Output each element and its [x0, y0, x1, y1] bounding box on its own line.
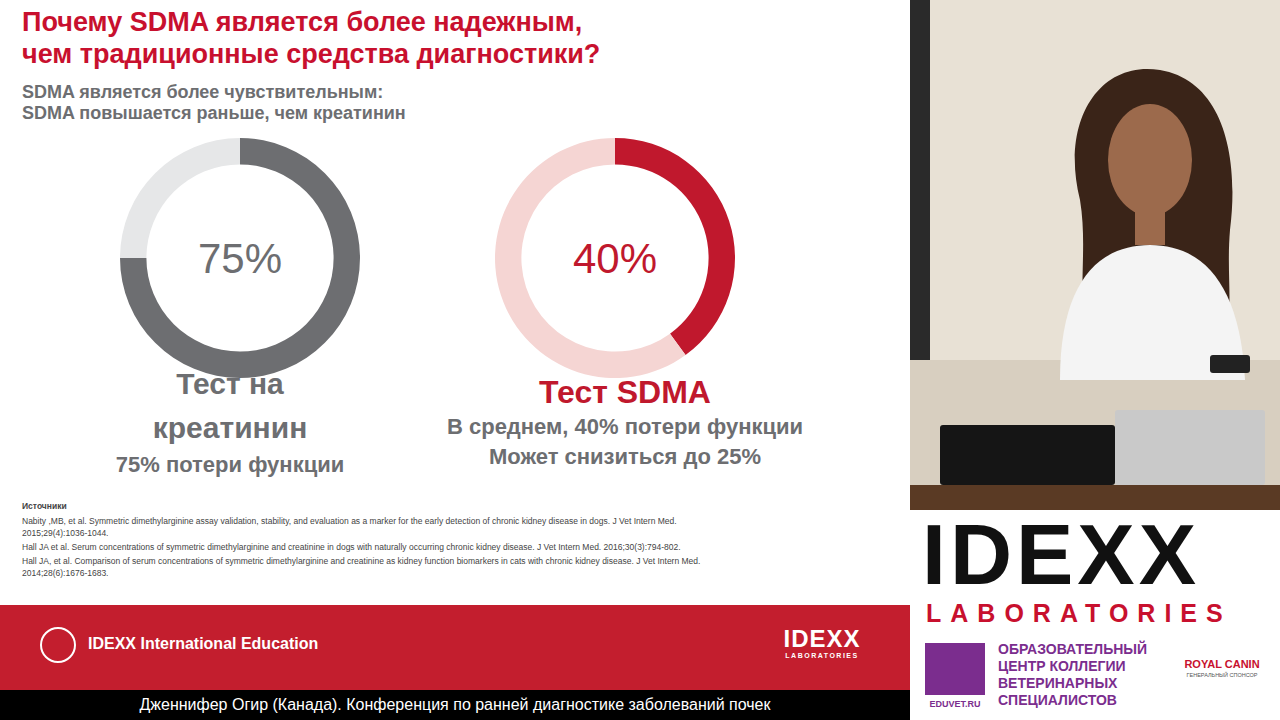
html-text:Тест на креатинин: Тест на креатинин	[152, 367, 308, 444]
html-text:ЦЕНТР КОЛЛЕГИИ: ЦЕНТР КОЛЛЕГИИ	[998, 658, 1126, 674]
html-text:Источники: Источники	[22, 501, 67, 511]
svg-text:75%: 75%	[198, 235, 282, 282]
html-text:Hall JA et al. Serum concentra: Hall JA et al. Serum concentrations of s…	[22, 542, 681, 552]
html-text:В среднем, 40% потери функции: В среднем, 40% потери функции	[447, 414, 803, 439]
html-text:СПЕЦИАЛИСТОВ: СПЕЦИАЛИСТОВ	[998, 692, 1117, 708]
html-text:Дженнифер Огир (Канада). Конфе: Дженнифер Огир (Канада). Конференция по …	[139, 696, 771, 713]
html-text:LABORATORIES: LABORATORIES	[926, 599, 1232, 627]
html-text:ВЕТЕРИНАРНЫХ: ВЕТЕРИНАРНЫХ	[998, 675, 1118, 691]
html-text:IDEXX: IDEXX	[783, 625, 861, 652]
html-text:IDEXX: IDEXX	[922, 506, 1201, 602]
svg-text:40%: 40%	[573, 235, 657, 282]
html-text:ГЕНЕРАЛЬНЫЙ СПОНСОР: ГЕНЕРАЛЬНЫЙ СПОНСОР	[1186, 672, 1258, 678]
html-text:SDMA повышается раньше, чем кр: SDMA повышается раньше, чем креатинин	[22, 103, 406, 123]
html-text:75% потери функции: 75% потери функции	[115, 452, 345, 477]
html-text:Nabity ,MB, et al. Symmetric d: Nabity ,MB, et al. Symmetric dimethylarg…	[22, 516, 677, 538]
html-text:Hall JA, et al. Comparison of: Hall JA, et al. Comparison of serum conc…	[22, 556, 701, 578]
html-text:SDMA является более чувствител: SDMA является более чувствительным:	[22, 82, 384, 102]
html-text:Почему SDMA является более над: Почему SDMA является более надежным,	[22, 7, 583, 37]
html-text:LABORATORIES: LABORATORIES	[785, 652, 859, 659]
html-text:чем традиционные средства диаг: чем традиционные средства диагностики?	[22, 39, 601, 69]
html-text:Может снизиться до 25%: Может снизиться до 25%	[488, 444, 762, 469]
html-text:EDUVET.RU: EDUVET.RU	[929, 699, 981, 709]
html-text:Тест SDMA: Тест SDMA	[539, 374, 711, 410]
html-text:IDEXX International Education: IDEXX International Education	[88, 635, 319, 652]
html-text:ROYAL CANIN: ROYAL CANIN	[1184, 658, 1260, 670]
html-text:ОБРАЗОВАТЕЛЬНЫЙ: ОБРАЗОВАТЕЛЬНЫЙ	[998, 641, 1148, 657]
